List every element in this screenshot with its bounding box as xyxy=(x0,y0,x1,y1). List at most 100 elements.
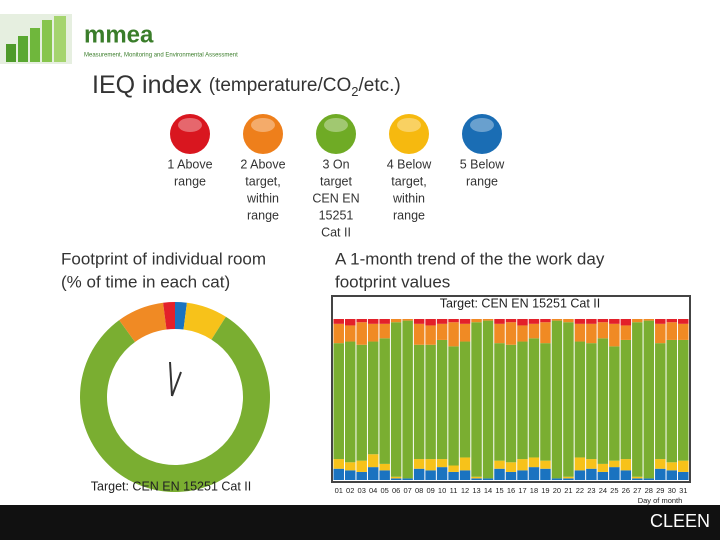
bar-segment xyxy=(379,319,390,324)
bar-segment xyxy=(586,468,597,480)
x-tick-label: 04 xyxy=(369,486,377,495)
bar-segment xyxy=(367,454,379,468)
bar-segment xyxy=(574,323,586,342)
x-tick-label: 01 xyxy=(335,486,343,495)
bar-segment xyxy=(563,322,574,477)
bar-segment xyxy=(356,471,367,480)
x-tick-label: 20 xyxy=(553,486,561,495)
legend-label: target xyxy=(320,174,352,188)
bar-segment xyxy=(597,338,609,464)
bar-segment xyxy=(333,343,344,460)
x-tick-label: 24 xyxy=(599,486,607,495)
bar-segment xyxy=(333,468,344,480)
x-tick-label: 17 xyxy=(518,486,526,495)
x-tick-label: 27 xyxy=(633,486,641,495)
bar-segment xyxy=(494,343,505,461)
bar-segment xyxy=(379,323,390,339)
bar-segment xyxy=(597,463,609,472)
bar-segment xyxy=(643,478,655,480)
bar-segment xyxy=(344,319,356,326)
legend-label: target, xyxy=(391,174,426,188)
bar-segment xyxy=(678,339,689,461)
legend-ball xyxy=(316,114,356,154)
bar-segment xyxy=(459,341,471,458)
bar-segment xyxy=(551,478,563,480)
bar-segment xyxy=(643,319,655,321)
bar-segment xyxy=(505,462,517,472)
bar-segment xyxy=(471,478,482,480)
x-tick-label: 12 xyxy=(461,486,469,495)
bar-segment xyxy=(459,470,471,480)
bar-segment xyxy=(471,476,482,479)
footer-brand: CLEEN xyxy=(650,511,710,531)
bar-segment xyxy=(666,339,678,463)
bar-segment xyxy=(448,319,459,323)
bar-segment xyxy=(413,459,425,469)
bar-segment xyxy=(356,344,367,461)
x-tick-label: 15 xyxy=(495,486,503,495)
legend-ball-shine xyxy=(178,118,202,132)
bar-segment xyxy=(586,323,597,344)
bar-segment xyxy=(528,457,540,468)
footer-band xyxy=(0,505,720,540)
bar-segment xyxy=(678,323,689,340)
bar-segment xyxy=(344,341,356,463)
x-tick-label: 19 xyxy=(541,486,549,495)
bar-segment xyxy=(586,459,597,469)
bar-segment xyxy=(574,470,586,480)
gauge-needle xyxy=(169,361,182,397)
legend-label: range xyxy=(174,174,206,188)
x-tick-label: 28 xyxy=(645,486,653,495)
bar-segment xyxy=(390,478,402,480)
bar-segment xyxy=(413,344,425,460)
bar-segment xyxy=(482,320,494,479)
bar-segment xyxy=(609,346,620,461)
x-tick-label: 13 xyxy=(472,486,480,495)
bar-segment xyxy=(666,319,678,323)
bar-segment xyxy=(505,322,517,345)
x-tick-label: 16 xyxy=(507,486,515,495)
bar-segment xyxy=(459,457,471,471)
x-tick-label: 05 xyxy=(381,486,389,495)
bar-segment xyxy=(356,319,367,323)
bar-segment xyxy=(551,319,563,321)
bar-segment xyxy=(333,323,344,344)
bar-segment xyxy=(517,325,528,342)
bar-segment xyxy=(666,462,678,471)
legend-label: within xyxy=(246,191,279,205)
bar-segment xyxy=(609,319,620,324)
legend-label: 1 Above xyxy=(167,157,212,171)
bar-segment xyxy=(459,323,471,342)
x-tick-label: 26 xyxy=(622,486,630,495)
bar-segment xyxy=(425,459,436,471)
bar-segment xyxy=(425,325,436,345)
left-heading: (% of time in each cat) xyxy=(61,272,230,291)
x-tick-label: 29 xyxy=(656,486,664,495)
left-heading: Footprint of individual room xyxy=(61,249,266,268)
legend-ball-shine xyxy=(324,118,348,132)
bar-segment xyxy=(528,319,540,324)
bar-segment xyxy=(678,471,689,480)
legend-ball xyxy=(243,114,283,154)
legend-label: within xyxy=(392,191,425,205)
x-tick-label: 31 xyxy=(679,486,687,495)
bar-segment xyxy=(620,325,632,340)
bar-segment xyxy=(379,463,390,471)
bar-segment xyxy=(632,478,643,480)
donut-segment xyxy=(183,302,226,340)
bar-segment xyxy=(540,468,551,480)
bar-segment xyxy=(367,341,379,455)
legend-ball xyxy=(462,114,502,154)
x-tick-label: 08 xyxy=(415,486,423,495)
legend-label: 2 Above xyxy=(240,157,285,171)
bar-segment xyxy=(517,341,528,460)
bar-chart-frame xyxy=(331,295,691,483)
bar-segment xyxy=(563,478,574,480)
bar-segment xyxy=(609,467,620,480)
bar-segment xyxy=(436,323,448,340)
bar-segment xyxy=(597,319,609,323)
x-tick-label: 06 xyxy=(392,486,400,495)
bar-segment xyxy=(655,319,666,324)
bar-segment xyxy=(494,319,505,324)
